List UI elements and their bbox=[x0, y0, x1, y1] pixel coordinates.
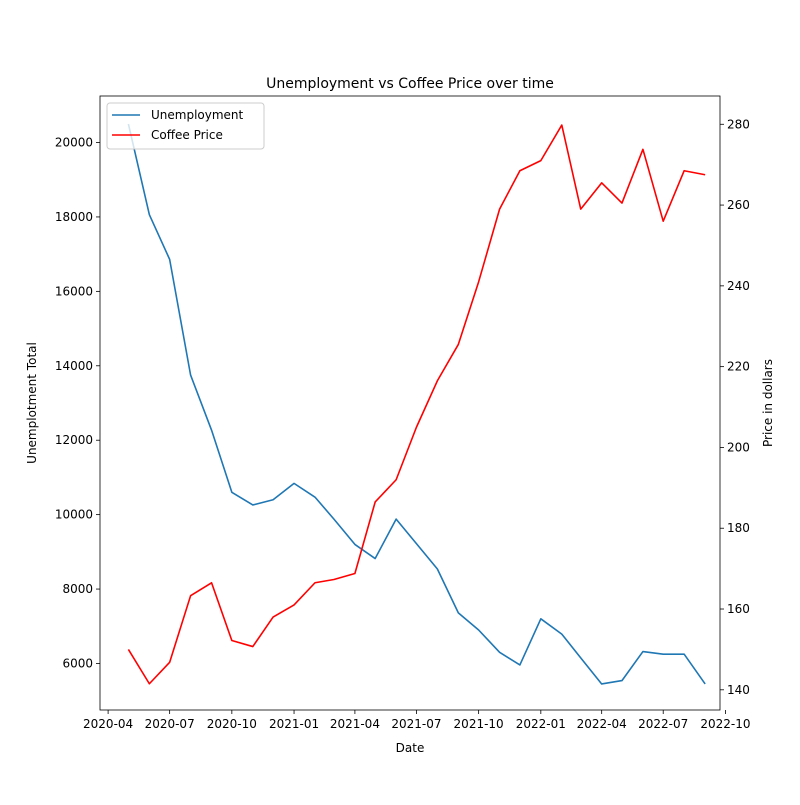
y-left-tick-label: 6000 bbox=[62, 656, 93, 670]
x-tick-label: 2022-01 bbox=[516, 717, 566, 731]
y-axis-right: 140 160 180 200 220 240 260 280 bbox=[720, 117, 750, 697]
y-right-tick-label: 140 bbox=[727, 683, 750, 697]
legend: Unemployment Coffee Price bbox=[106, 102, 265, 150]
x-axis: 2020-04 2020-07 2020-10 2021-01 2021-04 2021-… bbox=[83, 710, 750, 731]
chart-title: Unemployment vs Coffee Price over time bbox=[266, 76, 554, 92]
y-axis-right-label: Price in dollars bbox=[761, 359, 775, 447]
y-left-tick-label: 20000 bbox=[55, 136, 93, 150]
x-tick-label: 2021-01 bbox=[269, 717, 319, 731]
x-tick-label: 2022-10 bbox=[700, 717, 750, 731]
y-left-tick-label: 16000 bbox=[55, 284, 93, 298]
x-tick-label: 2022-07 bbox=[638, 717, 688, 731]
x-tick-label: 2020-04 bbox=[83, 717, 133, 731]
y-right-tick-label: 160 bbox=[727, 602, 750, 616]
y-axis-left-label: Unemplotment Total bbox=[25, 342, 39, 464]
y-axis-left: 6000 8000 10000 12000 14000 16000 18000 20000 bbox=[55, 136, 100, 670]
x-tick-label: 2021-07 bbox=[391, 717, 441, 731]
x-tick-label: 2022-04 bbox=[577, 717, 627, 731]
plot-frame bbox=[99, 95, 721, 711]
y-left-tick-label: 8000 bbox=[62, 582, 93, 596]
y-left-tick-label: 18000 bbox=[55, 210, 93, 224]
y-left-tick-label: 10000 bbox=[55, 508, 93, 522]
x-axis-label: Date bbox=[396, 741, 425, 755]
y-right-tick-label: 200 bbox=[727, 440, 750, 454]
legend-box bbox=[106, 102, 265, 150]
x-tick-label: 2020-07 bbox=[145, 717, 195, 731]
y-right-tick-label: 180 bbox=[727, 521, 750, 535]
legend-label-coffee-price: Coffee Price bbox=[151, 128, 223, 142]
y-right-tick-label: 260 bbox=[727, 198, 750, 212]
series-line-unemployment bbox=[127, 123, 706, 685]
x-tick-label: 2021-10 bbox=[454, 717, 504, 731]
y-left-tick-label: 14000 bbox=[55, 359, 93, 373]
legend-label-unemployment: Unemployment bbox=[151, 108, 244, 122]
y-right-tick-label: 240 bbox=[727, 279, 750, 293]
plot-area bbox=[127, 123, 706, 685]
x-tick-label: 2020-10 bbox=[207, 717, 257, 731]
y-right-tick-label: 280 bbox=[727, 117, 750, 131]
y-right-tick-label: 220 bbox=[727, 360, 750, 374]
x-tick-label: 2021-04 bbox=[330, 717, 380, 731]
y-left-tick-label: 12000 bbox=[55, 433, 93, 447]
series-line-coffee-price bbox=[127, 124, 706, 685]
